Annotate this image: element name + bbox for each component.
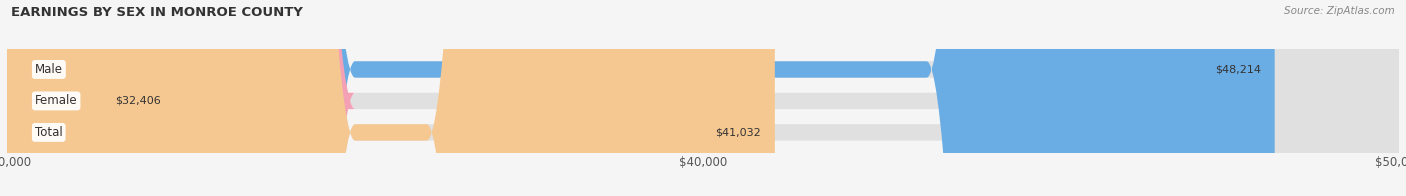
Text: Source: ZipAtlas.com: Source: ZipAtlas.com xyxy=(1284,6,1395,16)
Text: $48,214: $48,214 xyxy=(1215,64,1261,74)
FancyBboxPatch shape xyxy=(7,0,1399,196)
FancyBboxPatch shape xyxy=(0,0,356,196)
Text: $32,406: $32,406 xyxy=(115,96,160,106)
FancyBboxPatch shape xyxy=(7,0,1275,196)
Text: Female: Female xyxy=(35,94,77,107)
Text: Total: Total xyxy=(35,126,63,139)
FancyBboxPatch shape xyxy=(7,0,1399,196)
FancyBboxPatch shape xyxy=(7,0,1399,196)
Text: $41,032: $41,032 xyxy=(716,127,761,137)
FancyBboxPatch shape xyxy=(7,0,775,196)
Text: EARNINGS BY SEX IN MONROE COUNTY: EARNINGS BY SEX IN MONROE COUNTY xyxy=(11,6,304,19)
Text: Male: Male xyxy=(35,63,63,76)
